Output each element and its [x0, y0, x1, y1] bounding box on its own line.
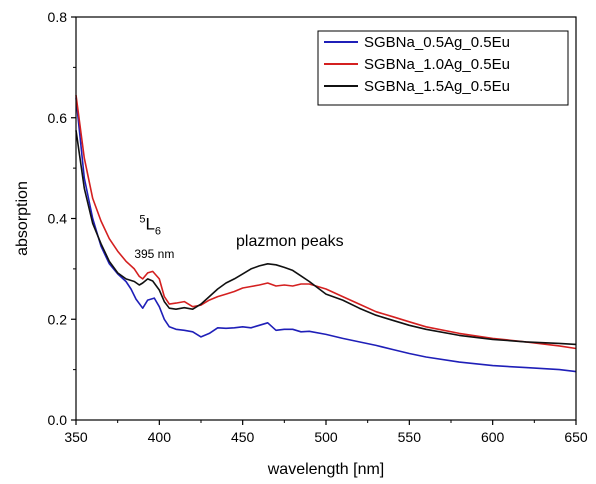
- y-tick-label: 0.2: [48, 311, 68, 327]
- annotation-plazmon-peaks: plazmon peaks: [236, 233, 344, 250]
- x-axis: 350 400 450 500 550 600 650: [64, 420, 588, 445]
- series-line-2: [75, 94, 577, 350]
- legend-label-2: SGBNa_1.0Ag_0.5Eu: [364, 56, 510, 73]
- y-axis: 0.0 0.2 0.4 0.6 0.8: [48, 9, 76, 428]
- x-tick-label: 650: [564, 429, 588, 445]
- annotation-level-subscript: 6: [155, 226, 161, 238]
- y-tick-label: 0.6: [48, 110, 68, 126]
- series-layer: [75, 94, 577, 373]
- x-tick-label: 500: [314, 429, 338, 445]
- y-tick-label: 0.8: [48, 9, 68, 25]
- legend: SGBNa_0.5Ag_0.5Eu SGBNa_1.0Ag_0.5Eu SGBNa_…: [317, 30, 569, 106]
- y-tick-label: 0.4: [48, 211, 68, 227]
- annotation-level-symbol: L: [145, 215, 154, 234]
- annotation-395nm: 395 nm: [134, 247, 174, 261]
- x-tick-label: 600: [481, 429, 505, 445]
- x-tick-label: 450: [231, 429, 255, 445]
- series-line-1: [75, 97, 577, 373]
- x-axis-title: wavelength [nm]: [267, 461, 385, 478]
- y-tick-label: 0.0: [48, 412, 68, 428]
- annotation-level-superscript: 5: [139, 214, 145, 226]
- x-tick-label: 400: [148, 429, 172, 445]
- annotation-level-5L6: 5L6: [139, 214, 161, 238]
- series-line-3: [75, 130, 577, 346]
- legend-label-3: SGBNa_1.5Ag_0.5Eu: [364, 78, 510, 95]
- annotations: 5L6 395 nm plazmon peaks: [134, 214, 343, 261]
- x-tick-label: 550: [398, 429, 422, 445]
- x-tick-label: 350: [64, 429, 88, 445]
- y-axis-title: absorption: [14, 181, 31, 256]
- legend-label-1: SGBNa_0.5Ag_0.5Eu: [364, 34, 510, 51]
- legend-box: [317, 30, 569, 106]
